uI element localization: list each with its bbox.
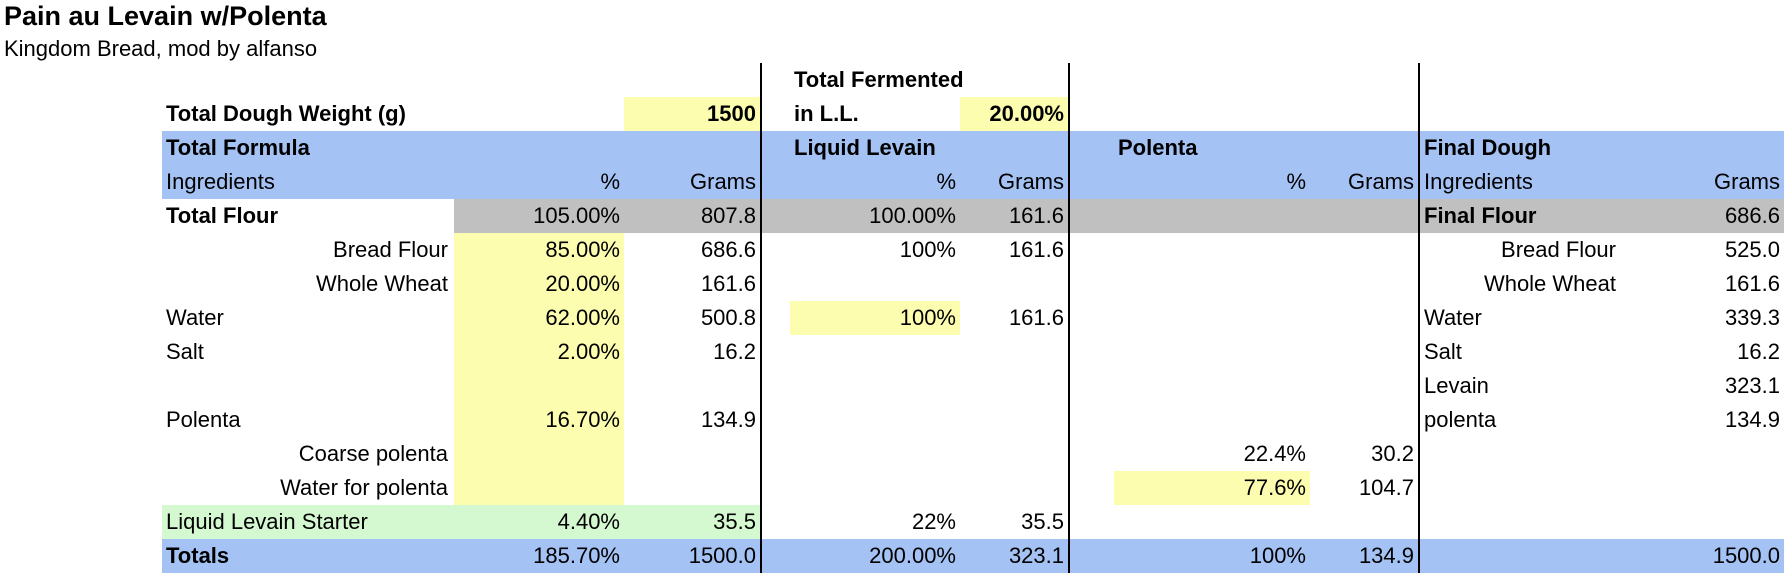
- page-title: Pain au Levain w/Polenta: [4, 1, 327, 31]
- row-label: Bread Flour: [333, 237, 448, 262]
- column-divider: [760, 63, 762, 573]
- totals-band: [162, 539, 1784, 573]
- fd-row-label: Water: [1424, 305, 1482, 330]
- row-label: Water for polenta: [280, 475, 448, 500]
- row-label: Coarse polenta: [298, 441, 448, 466]
- header-pol-pct: %: [1286, 169, 1306, 194]
- cell-pct: 185.70%: [533, 543, 620, 568]
- cell-grams: 500.8: [700, 305, 756, 330]
- cell-fd-grams: 323.1: [1724, 373, 1780, 398]
- cell-pct[interactable]: 2.00%: [557, 339, 620, 364]
- header-fd-ingredients: Ingredients: [1424, 169, 1533, 194]
- cell-ll-pct: 22%: [911, 509, 956, 534]
- total-fermented-value[interactable]: 20.00%: [989, 101, 1064, 126]
- section-polenta: Polenta: [1118, 135, 1198, 160]
- cell-ll-pct: 200.00%: [869, 543, 956, 568]
- cell-grams: 807.8: [700, 203, 756, 228]
- cell-pct[interactable]: 16.70%: [545, 407, 620, 432]
- cell-grams: 1500.0: [688, 543, 756, 568]
- cell-pct[interactable]: 85.00%: [545, 237, 620, 262]
- row-label: Water: [166, 305, 224, 330]
- cell-grams: 16.2: [713, 339, 756, 364]
- polenta-water-input-bg: [1114, 471, 1310, 505]
- fd-row-label: Levain: [1424, 373, 1489, 398]
- page-subtitle: Kingdom Bread, mod by alfanso: [4, 36, 318, 61]
- row-label: Salt: [166, 339, 204, 364]
- final-flour-band: [1418, 199, 1784, 233]
- fd-row-label: Whole Wheat: [1483, 271, 1616, 296]
- cell-ll-grams: 161.6: [1008, 203, 1064, 228]
- cell-grams: 686.6: [700, 237, 756, 262]
- fd-row-label: Salt: [1424, 339, 1462, 364]
- fermented-input-bg: [960, 97, 1068, 131]
- total-flour-band-b: [1068, 199, 1418, 233]
- header-ll-grams: Grams: [998, 169, 1064, 194]
- total-fermented-label-2: in L.L.: [794, 101, 859, 126]
- starter-row-bg: [162, 505, 760, 539]
- cell-fd-grams: 525.0: [1724, 237, 1780, 262]
- cell-fd-grams: 686.6: [1724, 203, 1780, 228]
- cell-pol-pct[interactable]: 77.6%: [1243, 475, 1306, 500]
- total-dough-weight-label: Total Dough Weight (g): [166, 101, 406, 126]
- cell-fd-grams: 161.6: [1724, 271, 1780, 296]
- cell-ll-grams: 161.6: [1008, 305, 1064, 330]
- fd-row-label: polenta: [1424, 407, 1497, 432]
- row-label: Liquid Levain Starter: [166, 509, 368, 534]
- cell-pct[interactable]: 62.00%: [545, 305, 620, 330]
- ll-water-input-bg: [790, 301, 960, 335]
- column-divider: [1068, 63, 1070, 573]
- column-divider: [1418, 63, 1420, 573]
- total-dough-weight-value[interactable]: 1500: [707, 101, 756, 126]
- cell-grams: 161.6: [700, 271, 756, 296]
- section-liquid-levain: Liquid Levain: [794, 135, 936, 160]
- header-fd-grams: Grams: [1714, 169, 1780, 194]
- cell-ll-pct: 100.00%: [869, 203, 956, 228]
- header-pol-grams: Grams: [1348, 169, 1414, 194]
- header-ll-pct: %: [936, 169, 956, 194]
- cell-fd-grams: 134.9: [1724, 407, 1780, 432]
- cell-ll-grams: 161.6: [1008, 237, 1064, 262]
- cell-ll-grams: 35.5: [1021, 509, 1064, 534]
- row-label: Total Flour: [166, 203, 279, 228]
- section-header-band: [162, 131, 1784, 199]
- cell-pct[interactable]: 20.00%: [545, 271, 620, 296]
- row-label: Polenta: [166, 407, 241, 432]
- cell-fd-grams: 16.2: [1737, 339, 1780, 364]
- cell-fd-grams: 1500.0: [1712, 543, 1780, 568]
- header-pct: %: [600, 169, 620, 194]
- cell-ll-pct: 100%: [899, 237, 956, 262]
- section-final-dough: Final Dough: [1424, 135, 1552, 160]
- cell-grams: 35.5: [713, 509, 756, 534]
- total-fermented-label: Total Fermented: [794, 67, 964, 92]
- cell-pol-grams: 104.7: [1358, 475, 1414, 500]
- fd-row-label: Bread Flour: [1501, 237, 1616, 262]
- cell-ll-grams: 323.1: [1008, 543, 1064, 568]
- row-label-totals: Totals: [166, 543, 230, 568]
- cell-pol-pct: 100%: [1249, 543, 1306, 568]
- header-grams: Grams: [690, 169, 756, 194]
- cell-grams: 134.9: [700, 407, 756, 432]
- cell-pol-grams: 30.2: [1371, 441, 1414, 466]
- pct-input-column-bg: [454, 233, 624, 505]
- header-ingredients: Ingredients: [166, 169, 275, 194]
- cell-fd-grams: 339.3: [1724, 305, 1780, 330]
- row-label: Whole Wheat: [315, 271, 448, 296]
- cell-pct: 105.00%: [533, 203, 620, 228]
- fd-row-label: Final Flour: [1424, 203, 1537, 228]
- cell-pct[interactable]: 4.40%: [557, 509, 620, 534]
- cell-pol-pct: 22.4%: [1243, 441, 1306, 466]
- dough-weight-input-bg: [624, 97, 760, 131]
- section-total-formula: Total Formula: [166, 135, 310, 160]
- cell-ll-pct[interactable]: 100%: [899, 305, 956, 330]
- cell-pol-grams: 134.9: [1358, 543, 1414, 568]
